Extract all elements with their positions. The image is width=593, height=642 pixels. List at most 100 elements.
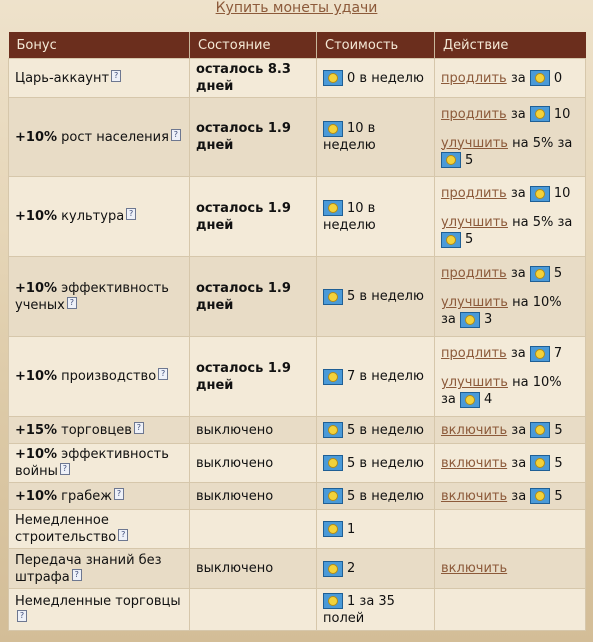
- state-cell: осталось 8.3 дней: [189, 58, 317, 98]
- table-header-row: Бонус Состояние Стоимость Действие: [8, 32, 586, 59]
- luck-coin-icon: [323, 521, 343, 537]
- action-primary-link[interactable]: продлить: [441, 186, 507, 201]
- bonus-name: Передача знаний без штрафа: [15, 552, 162, 585]
- luck-coin-icon: [529, 185, 550, 202]
- action-primary-link[interactable]: продлить: [441, 266, 507, 281]
- upgrade-amount: на 10%: [512, 375, 562, 390]
- action-line: улучшить на 5% за 5: [441, 214, 579, 248]
- state-text: осталось 8.3 дней: [196, 62, 291, 94]
- cost-text: 10 в неделю: [323, 121, 376, 153]
- help-icon[interactable]: ?: [158, 368, 169, 380]
- luck-coin-icon: [323, 120, 343, 137]
- help-icon[interactable]: ?: [126, 208, 137, 220]
- bonus-table-body: Царь-аккаунт? осталось 8.3 дней 0 в неделю…: [8, 58, 586, 631]
- bonus-percent: +10%: [15, 369, 58, 384]
- action-upgrade-link[interactable]: улучшить: [441, 135, 508, 151]
- action-cost: 3: [484, 312, 493, 327]
- action-upgrade-link[interactable]: улучшить: [441, 375, 508, 390]
- state-cell: выключено: [189, 443, 317, 483]
- cost-cell: 0 в неделю: [316, 58, 435, 98]
- bonus-percent: +10%: [15, 488, 58, 504]
- action-line: улучшить на 10% за 3: [441, 294, 579, 328]
- cost-cell: 1 за 35 полей: [316, 588, 435, 631]
- header-cost: Стоимость: [316, 32, 435, 59]
- bonus-percent: +10%: [15, 209, 58, 224]
- luck-coin-icon: [460, 311, 481, 328]
- action-upgrade-link[interactable]: улучшить: [441, 215, 508, 230]
- bonus-name: Царь-аккаунт: [15, 70, 110, 86]
- state-cell: выключено: [189, 548, 317, 589]
- cost-text: 7 в неделю: [347, 369, 424, 384]
- action-upgrade-link[interactable]: улучшить: [441, 295, 508, 310]
- action-primary-link[interactable]: включить: [441, 488, 508, 504]
- upgrade-amount: на 10%: [512, 295, 562, 310]
- bonus-cell: Немедленные торговцы?: [8, 588, 190, 631]
- bonus-percent: +15%: [15, 422, 58, 438]
- luck-coin-icon: [441, 152, 461, 168]
- cost-cell: 10 в неделю: [316, 97, 435, 177]
- action-cost: 5: [465, 232, 474, 247]
- luck-coin-icon: [529, 70, 550, 86]
- luck-coin-icon: [323, 70, 343, 86]
- action-cost: 5: [554, 488, 563, 504]
- help-icon[interactable]: ?: [170, 128, 181, 141]
- action-primary-link[interactable]: продлить: [441, 106, 507, 122]
- state-text: осталось 1.9 дней: [196, 200, 291, 233]
- buy-luck-coins-header: Купить монеты удачи: [0, 0, 593, 18]
- action-cost: 4: [484, 392, 493, 407]
- action-primary-link[interactable]: продлить: [441, 70, 507, 86]
- for-word: за: [441, 312, 456, 327]
- cost-cell: 5 в неделю: [316, 482, 435, 510]
- luck-coin-icon: [441, 231, 461, 248]
- action-cell: продлить за 10 улучшить на 5% за 5: [434, 176, 586, 257]
- for-word: за: [511, 455, 527, 471]
- action-primary-link[interactable]: продлить: [441, 346, 507, 361]
- bonus-name: производство: [61, 369, 157, 384]
- help-icon[interactable]: ?: [133, 421, 144, 434]
- header-bonus: Бонус: [8, 32, 190, 59]
- bonus-name: культура: [61, 209, 125, 224]
- bonus-cell: +10% рост населения?: [8, 97, 190, 177]
- bonus-name: Немедленные торговцы: [15, 593, 181, 609]
- help-icon[interactable]: ?: [71, 568, 82, 581]
- for-word: за: [557, 135, 573, 151]
- table-row: +10% культура? осталось 1.9 дней 10 в неде…: [8, 176, 586, 257]
- action-line: включить: [441, 560, 579, 577]
- help-icon[interactable]: ?: [59, 463, 70, 475]
- luck-coin-icon: [460, 391, 481, 408]
- action-primary-link[interactable]: включить: [441, 561, 508, 576]
- help-icon[interactable]: ?: [17, 609, 27, 622]
- buy-luck-coins-link[interactable]: Купить монеты удачи: [215, 0, 378, 16]
- state-text: выключено: [196, 422, 274, 438]
- state-cell: осталось 1.9 дней: [189, 336, 317, 417]
- bonus-name: торговцев: [61, 422, 132, 438]
- action-cell: продлить за 0: [434, 58, 586, 98]
- cost-text: 10 в неделю: [323, 200, 376, 233]
- for-word: за: [511, 488, 527, 504]
- action-cell: [434, 509, 586, 549]
- action-line: включить за 5: [441, 455, 579, 472]
- action-primary-link[interactable]: включить: [441, 455, 508, 471]
- action-cost: 5: [553, 266, 563, 281]
- action-primary-link[interactable]: включить: [441, 422, 508, 438]
- action-line: продлить за 5: [441, 265, 579, 282]
- luck-coin-icon: [323, 368, 343, 385]
- help-icon[interactable]: ?: [111, 69, 122, 82]
- help-icon[interactable]: ?: [66, 296, 77, 309]
- state-cell: осталось 1.9 дней: [189, 256, 317, 337]
- state-text: выключено: [196, 455, 274, 471]
- table-row: Передача знаний без штрафа? выключено 2 вкл…: [8, 548, 586, 589]
- bonus-cell: +10% культура?: [8, 176, 190, 257]
- help-icon[interactable]: ?: [118, 529, 129, 541]
- luck-coin-icon: [323, 560, 343, 577]
- luck-coin-icon: [323, 200, 343, 216]
- cost-text: 5 в неделю: [347, 455, 424, 471]
- action-line: продлить за 10: [441, 106, 579, 123]
- help-icon[interactable]: ?: [113, 487, 124, 500]
- table-row: +10% эффективность войны? выключено 5 в не…: [8, 443, 586, 483]
- action-cost: 5: [465, 152, 474, 168]
- cost-text: 5 в неделю: [347, 488, 424, 504]
- table-row: +10% производство? осталось 1.9 дней 7 в н…: [8, 336, 586, 417]
- luck-coin-icon: [323, 455, 343, 471]
- action-cost: 7: [553, 346, 563, 361]
